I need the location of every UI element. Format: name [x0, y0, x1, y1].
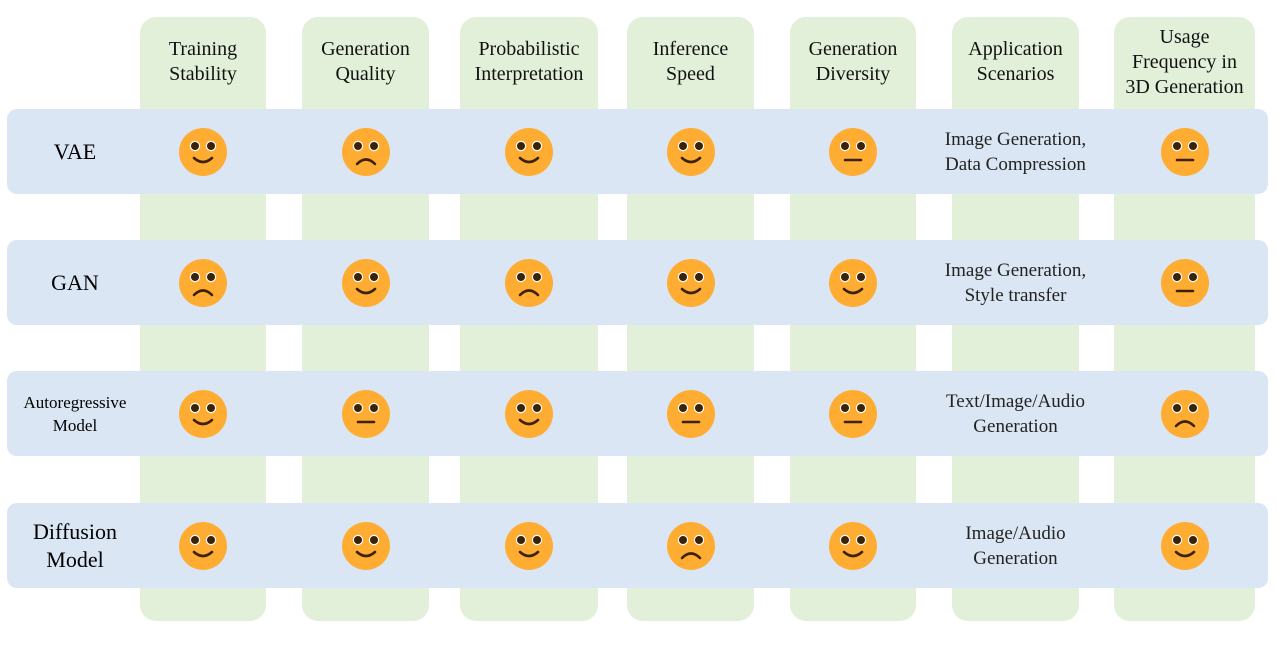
application-scenarios-cell-3: Text/Image/Audio Generation [945, 390, 1086, 437]
smiling-face-icon [179, 127, 227, 176]
column-header-training-stability: Training Stability [168, 38, 238, 85]
row-label-4: Diffusion Model [33, 518, 117, 572]
neutral-face-icon [341, 389, 390, 438]
neutral-face-icon [1160, 127, 1209, 176]
smiling-face-icon [179, 521, 227, 570]
smiling-face-icon [666, 127, 715, 176]
application-scenarios-cell-1: Image Generation, Data Compression [944, 128, 1087, 175]
smiling-face-icon [829, 521, 877, 570]
neutral-face-icon [829, 127, 877, 176]
row-label-3: Autoregressive Model [23, 392, 127, 435]
neutral-face-icon [1160, 258, 1209, 307]
smiling-face-icon [341, 258, 390, 307]
column-header-application-scenarios: Application Scenarios [968, 38, 1063, 85]
application-scenarios-cell-2: Image Generation, Style transfer [944, 259, 1087, 306]
frowning-face-icon [1160, 389, 1209, 438]
smiling-face-icon [505, 521, 553, 570]
smiling-face-icon [666, 258, 715, 307]
column-header-inference-speed: Inference Speed [652, 38, 729, 85]
column-header-generation-diversity: Generation Diversity [808, 38, 898, 85]
smiling-face-icon [1160, 521, 1209, 570]
smiling-face-icon [829, 258, 877, 307]
smiling-face-icon [179, 389, 227, 438]
frowning-face-icon [179, 258, 227, 307]
frowning-face-icon [505, 258, 553, 307]
smiling-face-icon [505, 389, 553, 438]
smiling-face-icon [505, 127, 553, 176]
frowning-face-icon [666, 521, 715, 570]
column-header-probabilistic-interpretation: Probabilistic Interpretation [474, 38, 584, 85]
smiling-face-icon [341, 521, 390, 570]
frowning-face-icon [341, 127, 390, 176]
neutral-face-icon [666, 389, 715, 438]
column-header-generation-quality: Generation Quality [321, 38, 410, 85]
column-header-usage-frequency-3d: Usage Frequency in 3D Generation [1125, 25, 1244, 98]
row-label-2: GAN [51, 269, 99, 295]
row-label-1: VAE [53, 138, 97, 164]
application-scenarios-cell-4: Image/Audio Generation [965, 522, 1066, 569]
neutral-face-icon [829, 389, 877, 438]
